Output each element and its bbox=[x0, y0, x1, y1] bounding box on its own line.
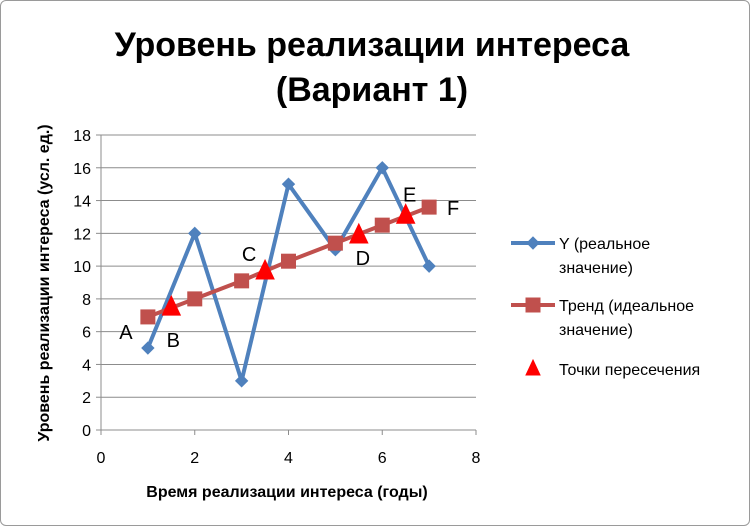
series-0-line bbox=[146, 165, 431, 383]
series-0-point-5 bbox=[375, 161, 389, 175]
legend-label-1-line-0: Тренд (идеальное bbox=[559, 298, 694, 315]
x-axis-title: Время реализации интереса (годы) bbox=[146, 484, 427, 501]
axes bbox=[96, 134, 477, 435]
series-2 bbox=[161, 203, 416, 316]
point-label-F: F bbox=[447, 198, 459, 220]
series-2-point-2 bbox=[349, 222, 369, 244]
x-tick-labels: 0 2 4 6 8 bbox=[97, 450, 481, 467]
y-tick-label-10: 10 bbox=[73, 259, 91, 276]
point-label-D: D bbox=[356, 248, 370, 270]
series-1-point-3 bbox=[281, 253, 296, 269]
x-tick-label-0: 0 bbox=[97, 450, 106, 467]
legend-entry-1: Тренд (идеальное значение) bbox=[511, 297, 694, 339]
y-tick-label-6: 6 bbox=[82, 325, 91, 342]
x-tick-label-8: 8 bbox=[472, 450, 481, 467]
series-0-point-2 bbox=[234, 374, 249, 388]
series-1-point-0 bbox=[140, 309, 156, 325]
legend-label-2-line-0: Точки пересечения bbox=[559, 362, 700, 379]
x-tick-label-4: 4 bbox=[284, 450, 293, 467]
series-2-point-3 bbox=[395, 203, 416, 224]
y-tick-label-0: 0 bbox=[82, 423, 91, 440]
series-1-point-4 bbox=[327, 235, 343, 251]
legend: Y (реальное значение) Тренд (идеальное знач… bbox=[511, 236, 700, 379]
legend-entry-0: Y (реальное значение) bbox=[511, 236, 650, 277]
point-label-E: E bbox=[403, 184, 416, 206]
series-0 bbox=[141, 161, 436, 388]
y-tick-label-14: 14 bbox=[73, 194, 91, 211]
legend-label-0-line-1: значение) bbox=[559, 260, 633, 277]
y-tick-label-2: 2 bbox=[82, 390, 91, 407]
series-2-point-1 bbox=[255, 258, 275, 280]
series-0-point-0 bbox=[141, 341, 155, 355]
series-0-point-3 bbox=[281, 177, 296, 191]
chart-title-line-2: (Вариант 1) bbox=[276, 71, 468, 109]
point-label-B: B bbox=[167, 330, 180, 352]
chart-title: Уровень реализации интереса (Вариант 1) bbox=[115, 26, 631, 109]
x-tick-label-2: 2 bbox=[190, 450, 199, 467]
series-1-point-6 bbox=[421, 199, 437, 215]
series-1-point-5 bbox=[374, 217, 390, 233]
point-labels: A B C D E F bbox=[119, 184, 459, 352]
y-tick-labels: 0 2 4 6 8 10 12 14 16 18 bbox=[73, 128, 91, 440]
series-layer bbox=[140, 161, 437, 388]
legend-marker-0 bbox=[526, 236, 540, 250]
legend-label-0-line-0: Y (реальное bbox=[559, 236, 650, 253]
y-tick-label-18: 18 bbox=[73, 128, 91, 145]
series-1 bbox=[140, 199, 437, 325]
chart-title-line-1: Уровень реализации интереса bbox=[115, 26, 631, 64]
point-label-C: C bbox=[242, 244, 256, 266]
y-tick-label-16: 16 bbox=[73, 161, 91, 178]
legend-marker-1 bbox=[525, 297, 541, 313]
series-0-point-1 bbox=[188, 226, 202, 241]
y-tick-label-4: 4 bbox=[82, 357, 91, 374]
legend-entry-2: Точки пересечения bbox=[525, 358, 700, 379]
series-0-point-6 bbox=[422, 259, 436, 273]
legend-marker-2 bbox=[525, 358, 541, 376]
series-1-point-2 bbox=[234, 273, 250, 289]
x-tick-label-6: 6 bbox=[378, 450, 387, 467]
point-label-A: A bbox=[119, 322, 133, 344]
legend-label-1-line-1: значение) bbox=[559, 322, 633, 339]
y-tick-label-12: 12 bbox=[73, 226, 91, 243]
y-tick-label-8: 8 bbox=[82, 292, 91, 309]
series-1-point-1 bbox=[187, 291, 203, 307]
y-axis-title: Уровень реализации интереса (усл. ед.) bbox=[36, 124, 53, 441]
series-2-point-0 bbox=[161, 294, 182, 316]
